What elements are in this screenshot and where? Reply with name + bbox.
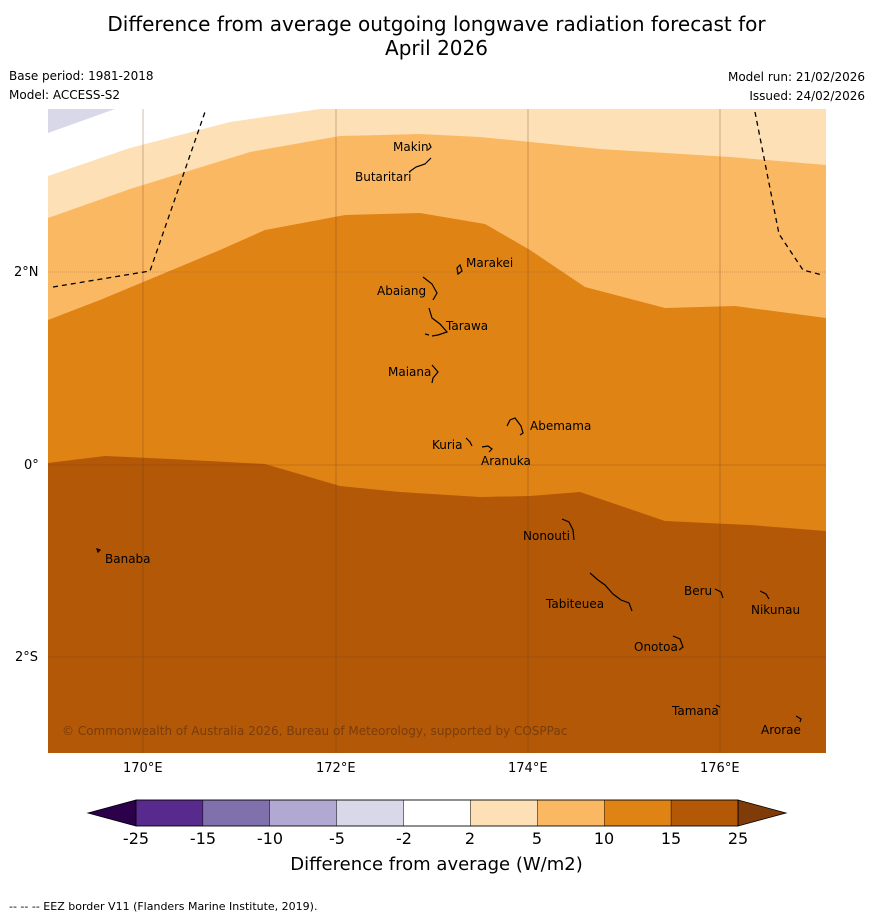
lon-label-172e: 172°E	[316, 761, 356, 776]
tamana-island	[715, 704, 721, 708]
place-label-butaritari: Butaritari	[355, 170, 412, 184]
place-label-beru: Beru	[684, 584, 713, 598]
place-label-makin: Makin	[393, 140, 429, 154]
marakei-island	[456, 263, 463, 276]
lat-label-2s: 2°S	[15, 650, 39, 665]
place-label-onotoa: Onotoa	[634, 640, 678, 654]
title-line-2: April 2026	[385, 36, 488, 60]
tarawa-island	[424, 307, 449, 337]
gridlines	[48, 109, 826, 753]
place-label-nonouti: Nonouti	[523, 529, 570, 543]
abemama-island	[506, 417, 524, 436]
colorbar-tick: 15	[660, 829, 682, 848]
lat-label-2n: 2°N	[14, 265, 39, 280]
onotoa-island	[672, 635, 684, 651]
colorbar-label: Difference from average (W/m2)	[290, 854, 583, 875]
colorbar-tick: -5	[329, 829, 345, 848]
band-2-5	[48, 109, 826, 218]
maiana-island	[431, 364, 439, 384]
abaiang-island	[422, 276, 438, 301]
colorbar-tick: 2	[464, 829, 476, 848]
colorbar-block	[670, 799, 739, 827]
arorae-island	[795, 715, 802, 723]
nonouti-island	[561, 518, 575, 541]
colorbar-block	[269, 799, 337, 827]
colorbar-tick: -15	[189, 829, 217, 848]
band-neg-2-neg-5	[48, 109, 115, 133]
place-label-arorae: Arorae	[761, 723, 801, 737]
issued-date: Issued: 24/02/2026	[749, 89, 865, 103]
tabiteuea-island	[589, 572, 633, 612]
place-label-marakei: Marakei	[466, 256, 514, 270]
place-label-aranuka: Aranuka	[481, 454, 531, 468]
band-below-2	[48, 109, 320, 176]
makin-island	[427, 142, 432, 151]
place-label-kuria: Kuria	[432, 438, 463, 452]
place-label-tamana: Tamana	[672, 704, 719, 718]
place-label-tarawa: Tarawa	[446, 319, 489, 333]
colorbar-under-arrow	[86, 799, 137, 827]
colorbar-tick: -10	[256, 829, 284, 848]
copyright-notice: © Commonwealth of Australia 2026, Bureau…	[62, 724, 568, 738]
colorbar-block	[403, 799, 471, 827]
kuria-island	[465, 437, 473, 447]
place-label-abaiang: Abaiang	[377, 284, 427, 298]
colorbar-block	[336, 799, 404, 827]
colorbar	[86, 799, 788, 827]
model-run: Model run: 21/02/2026	[727, 70, 865, 84]
place-label-nikunau: Nikunau	[751, 603, 801, 617]
colorbar-block	[135, 799, 204, 827]
band-15-25	[48, 456, 826, 753]
model-name: Model: ACCESS-S2	[9, 88, 121, 102]
lat-label-0: 0°	[24, 458, 39, 473]
lon-label-176e: 176°E	[700, 761, 740, 776]
colorbar-block	[537, 799, 605, 827]
banaba-island	[96, 548, 102, 554]
eez-footnote: -- -- -- EEZ border V11 (Flanders Marine…	[9, 900, 318, 913]
colorbar-tick: 25	[727, 829, 749, 848]
place-label-maiana: Maiana	[388, 365, 432, 379]
eez-border	[52, 108, 823, 288]
colorbar-tick: 5	[531, 829, 543, 848]
colorbar-tick: -2	[396, 829, 412, 848]
colorbar-tick: 10	[593, 829, 615, 848]
lon-label-170e: 170°E	[123, 761, 163, 776]
title-line-1: Difference from average outgoing longwav…	[107, 12, 766, 36]
colorbar-block	[604, 799, 672, 827]
islands	[96, 142, 802, 723]
beru-island	[714, 588, 724, 599]
place-label-abemama: Abemama	[530, 419, 592, 433]
colorbar-tick: -25	[122, 829, 150, 848]
nikunau-island	[759, 590, 770, 600]
colorbar-over-arrow	[737, 799, 788, 827]
colorbar-block	[202, 799, 270, 827]
place-label-tabiteuea: Tabiteuea	[546, 597, 605, 611]
lon-label-174e: 174°E	[508, 761, 548, 776]
aranuka-island	[481, 445, 493, 453]
chart-title: Difference from average outgoing longwav…	[0, 12, 873, 60]
base-period: Base period: 1981-2018	[9, 69, 154, 83]
butaritari-island	[408, 157, 432, 173]
place-label-banaba: Banaba	[105, 552, 151, 566]
colorbar-block	[470, 799, 538, 827]
